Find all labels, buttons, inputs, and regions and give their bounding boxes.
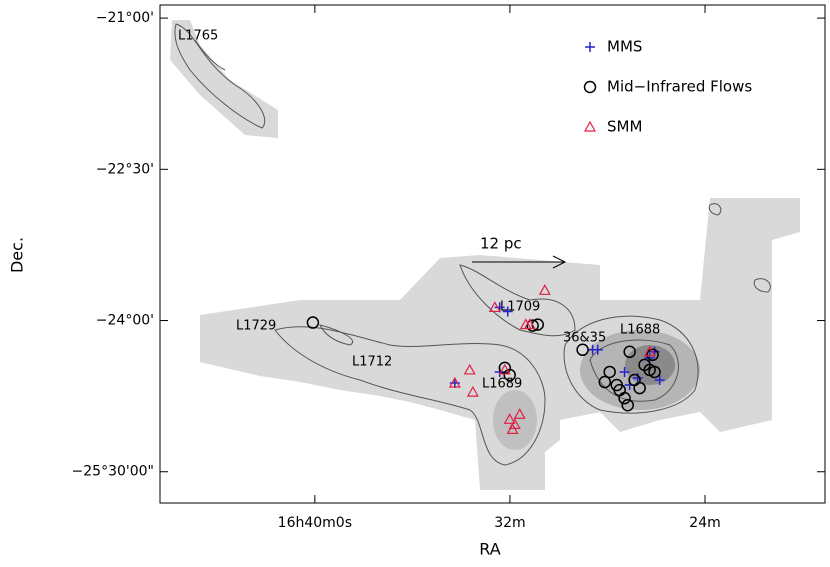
legend-label: Mid−Infrared Flows bbox=[607, 78, 752, 96]
data-point bbox=[513, 408, 526, 419]
data-point bbox=[638, 358, 651, 372]
data-point bbox=[488, 301, 501, 313]
data-point bbox=[463, 363, 476, 375]
scale-arrow-head bbox=[552, 255, 567, 269]
data-point bbox=[644, 352, 655, 363]
data-point bbox=[503, 413, 516, 424]
data-point bbox=[519, 318, 532, 330]
data-point bbox=[648, 365, 661, 379]
legend-marker bbox=[583, 80, 597, 94]
data-point bbox=[306, 316, 320, 329]
legend-marker bbox=[583, 120, 597, 132]
data-point bbox=[526, 319, 539, 332]
x-axis-label: RA bbox=[479, 540, 500, 559]
data-point bbox=[448, 376, 461, 388]
annotation: L1709 bbox=[500, 300, 540, 315]
data-point bbox=[576, 343, 589, 357]
annotation: L1689 bbox=[482, 377, 522, 392]
y-tick-label: −22°30' bbox=[96, 161, 154, 177]
annotation: 12 pc bbox=[480, 235, 522, 253]
y-tick-label: −21°00' bbox=[96, 10, 154, 26]
data-point bbox=[621, 398, 634, 412]
data-point bbox=[466, 385, 479, 397]
x-tick-label: 24m bbox=[689, 515, 720, 531]
data-point bbox=[643, 345, 656, 357]
x-tick-label: 16h40m0s bbox=[278, 515, 352, 531]
data-point bbox=[502, 306, 513, 317]
y-tick-label: −25°30'00" bbox=[72, 464, 154, 480]
annotation: 36&35 bbox=[563, 331, 606, 346]
y-tick-label: −24°00' bbox=[96, 313, 154, 329]
legend-label: MMS bbox=[607, 38, 642, 56]
data-point bbox=[538, 284, 551, 295]
data-point bbox=[592, 344, 603, 355]
annotation: L1712 bbox=[352, 355, 392, 370]
data-point bbox=[633, 381, 646, 395]
data-point bbox=[503, 368, 516, 382]
data-point bbox=[506, 423, 519, 435]
legend-label: SMM bbox=[607, 118, 642, 136]
data-point bbox=[623, 345, 636, 359]
x-tick-label: 32m bbox=[494, 515, 525, 531]
annotation: L1688 bbox=[620, 323, 660, 338]
annotation: L1765 bbox=[178, 29, 218, 44]
data-point bbox=[646, 348, 659, 362]
annotation: L1729 bbox=[236, 319, 276, 334]
data-point bbox=[654, 375, 665, 386]
legend-marker bbox=[585, 42, 595, 52]
plot-frame bbox=[159, 4, 826, 504]
data-point bbox=[613, 383, 626, 397]
data-point bbox=[598, 375, 612, 389]
data-point bbox=[498, 363, 511, 375]
data-point bbox=[603, 365, 616, 379]
y-axis-label: Dec. bbox=[8, 237, 27, 273]
data-point bbox=[619, 366, 630, 377]
